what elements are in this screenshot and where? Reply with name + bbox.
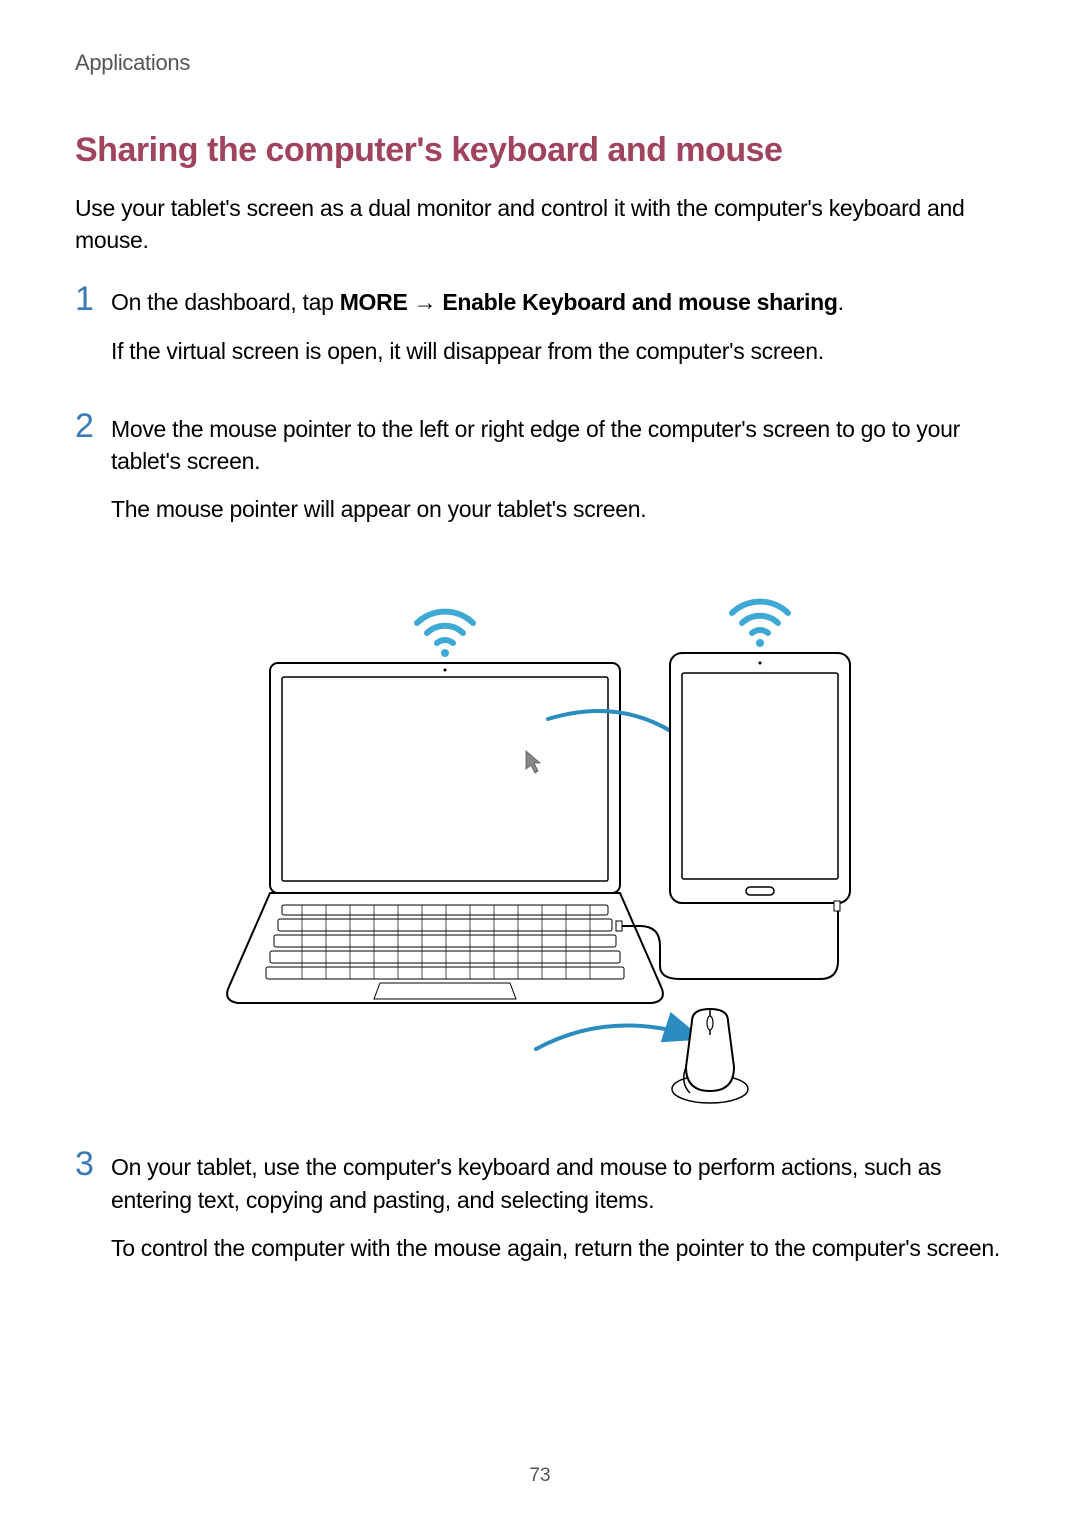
step1-bold-a: MORE xyxy=(340,289,408,315)
laptop-icon xyxy=(227,663,663,1003)
wifi-icon xyxy=(732,602,788,647)
step-body: On your tablet, use the computer's keybo… xyxy=(111,1151,1005,1280)
intro-text: Use your tablet's screen as a dual monit… xyxy=(75,192,1005,256)
step3-extra: To control the computer with the mouse a… xyxy=(111,1232,1005,1264)
step2-extra: The mouse pointer will appear on your ta… xyxy=(111,493,1005,525)
arrow-to-mouse xyxy=(536,1026,696,1050)
step-1: 1 On the dashboard, tap MORE → Enable Ke… xyxy=(75,286,1005,382)
page-title: Sharing the computer's keyboard and mous… xyxy=(75,131,1005,170)
step3-lead: On your tablet, use the computer's keybo… xyxy=(111,1151,1005,1215)
tablet-icon xyxy=(670,653,850,911)
step1-extra: If the virtual screen is open, it will d… xyxy=(111,335,1005,367)
step-number: 2 xyxy=(75,409,111,443)
step2-lead: Move the mouse pointer to the left or ri… xyxy=(111,413,1005,477)
step1-suffix: . xyxy=(838,289,844,315)
step1-arrow: → xyxy=(408,289,443,315)
step-3: 3 On your tablet, use the computer's key… xyxy=(75,1151,1005,1280)
step-body: Move the mouse pointer to the left or ri… xyxy=(111,413,1005,542)
usb-cable xyxy=(622,911,838,979)
step-number: 3 xyxy=(75,1147,111,1181)
step1-bold-b: Enable Keyboard and mouse sharing xyxy=(442,289,837,315)
step-2: 2 Move the mouse pointer to the left or … xyxy=(75,413,1005,542)
wifi-icon xyxy=(417,612,473,657)
section-header: Applications xyxy=(75,50,1005,76)
illustration xyxy=(75,571,1005,1111)
step-body: On the dashboard, tap MORE → Enable Keyb… xyxy=(111,286,1005,382)
page-number: 73 xyxy=(0,1465,1080,1487)
diagram-svg xyxy=(180,571,900,1111)
step1-prefix: On the dashboard, tap xyxy=(111,289,340,315)
step-number: 1 xyxy=(75,282,111,316)
mouse-icon xyxy=(672,1009,748,1103)
